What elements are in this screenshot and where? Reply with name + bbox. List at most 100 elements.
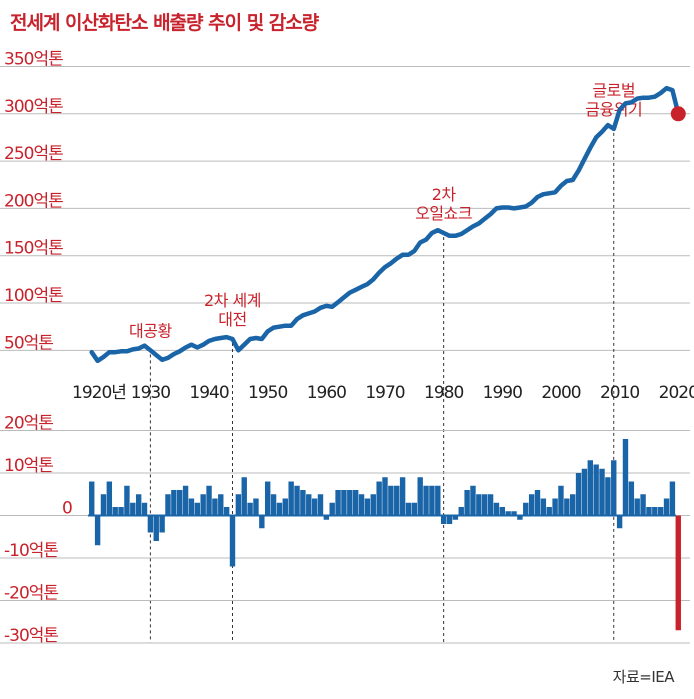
bar-chart-bars xyxy=(88,439,681,631)
chart-title: 전세계 이산화탄소 배출량 추이 및 감소량 xyxy=(10,12,319,34)
bar xyxy=(399,477,406,516)
bar xyxy=(223,507,230,516)
y-tick-label: 50억톤 xyxy=(4,333,53,353)
bar xyxy=(505,511,511,516)
bar xyxy=(364,498,371,516)
y-tick-label: 10억톤 xyxy=(4,456,53,476)
line-chart-y-tick-labels: 50억톤 100억톤 150억톤 200억톤 250억톤 300억톤 350억톤 xyxy=(4,49,64,353)
emissions-line xyxy=(89,85,681,364)
bar xyxy=(388,485,394,516)
bar xyxy=(241,477,247,516)
y-tick-label: 20억톤 xyxy=(4,414,53,434)
bar xyxy=(558,485,564,516)
bar xyxy=(663,498,670,516)
x-tick-label: 1950 xyxy=(248,383,287,403)
bar xyxy=(540,498,547,516)
bar xyxy=(429,485,435,516)
bar xyxy=(247,502,253,516)
bar xyxy=(177,490,183,516)
bar xyxy=(235,494,242,516)
bar xyxy=(264,481,271,516)
bar xyxy=(112,507,118,516)
bar xyxy=(517,515,523,520)
bar xyxy=(188,498,195,516)
source-note: 자료=IEA xyxy=(612,668,675,686)
bar xyxy=(135,494,142,516)
bar-chart-y-tick-labels: 20억톤 10억톤 0 -10억톤 -20억톤 -30억톤 xyxy=(4,414,73,647)
x-tick-label: 1980 xyxy=(424,383,463,403)
bar-chart-gridlines xyxy=(0,430,690,644)
bar xyxy=(347,490,353,516)
bar xyxy=(153,515,159,541)
bar xyxy=(159,515,165,533)
bar xyxy=(106,481,113,516)
bar xyxy=(587,460,593,516)
bar xyxy=(417,477,423,516)
bar xyxy=(200,494,206,516)
bar xyxy=(511,511,517,516)
bar xyxy=(476,494,482,516)
bar xyxy=(599,468,605,516)
bar xyxy=(435,485,441,516)
bar xyxy=(622,439,629,516)
bar xyxy=(493,502,500,516)
bar xyxy=(652,507,658,516)
bar xyxy=(605,477,611,516)
y-tick-label: 350억톤 xyxy=(4,49,63,69)
bar xyxy=(300,490,306,516)
bar xyxy=(229,515,236,567)
bar xyxy=(446,515,453,524)
y-tick-label: 100억톤 xyxy=(4,286,63,306)
bar xyxy=(288,481,294,516)
bar xyxy=(423,485,429,516)
annotation-label: 2차 세계 xyxy=(204,291,261,310)
annotation-label: 글로벌 xyxy=(592,81,635,100)
bar xyxy=(581,468,588,516)
bar xyxy=(317,494,324,516)
bar xyxy=(382,477,388,516)
bar xyxy=(575,473,582,516)
bar xyxy=(534,490,541,516)
bar xyxy=(358,494,365,516)
bar xyxy=(470,485,476,516)
bar xyxy=(182,485,189,516)
bar xyxy=(141,502,148,516)
bar xyxy=(675,515,681,631)
bar xyxy=(593,464,599,516)
bar xyxy=(253,498,259,516)
x-tick-label: 2010 xyxy=(600,383,639,403)
bar xyxy=(528,494,535,516)
bar xyxy=(282,498,288,516)
annotation-label: 대공황 xyxy=(129,321,172,340)
bar xyxy=(523,502,529,516)
bar xyxy=(616,515,623,529)
bar xyxy=(405,502,412,516)
bar xyxy=(464,490,470,516)
bar xyxy=(218,494,224,516)
y-tick-label: -20억톤 xyxy=(4,584,58,604)
bar xyxy=(130,502,136,516)
bar xyxy=(370,494,376,516)
bar xyxy=(487,494,494,516)
y-tick-label: -30억톤 xyxy=(4,626,58,646)
bar xyxy=(482,494,488,516)
annotation-label: 오일쇼크 xyxy=(415,204,472,223)
x-tick-label: 1920년 xyxy=(72,383,126,403)
bar xyxy=(452,515,459,520)
bar xyxy=(306,494,312,516)
bar xyxy=(341,490,347,516)
bar xyxy=(499,507,506,516)
bar xyxy=(546,507,552,516)
bar xyxy=(669,481,676,516)
bar xyxy=(206,485,212,516)
annotation-label: 대전 xyxy=(218,310,246,329)
line-chart-gridlines xyxy=(0,65,690,351)
bar xyxy=(569,494,576,516)
bar xyxy=(259,515,265,529)
bar xyxy=(564,498,570,516)
bar xyxy=(323,515,330,520)
bar xyxy=(657,507,664,516)
bar xyxy=(411,502,418,516)
bar xyxy=(646,507,652,516)
